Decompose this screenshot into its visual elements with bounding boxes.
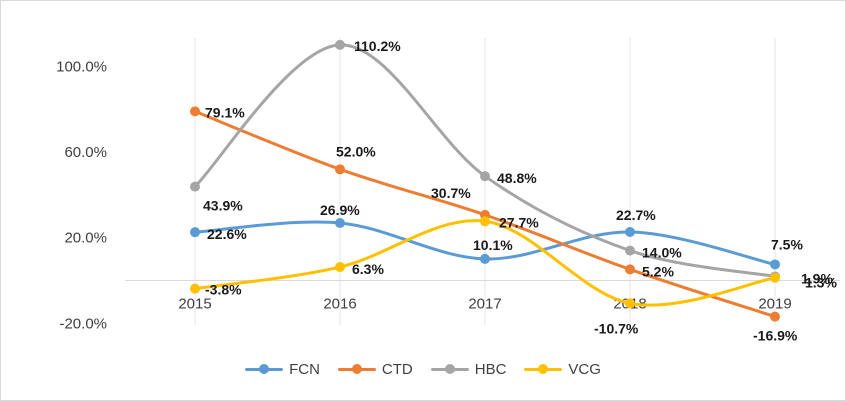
- data-point-vcg[interactable]: [335, 262, 345, 273]
- data-point-vcg[interactable]: [190, 283, 200, 294]
- y-tick-label: 100.0%: [56, 59, 107, 76]
- legend-label-fcn: FCN: [289, 360, 320, 378]
- data-point-hbc[interactable]: [335, 39, 345, 50]
- y-tick-label: 20.0%: [64, 230, 107, 247]
- data-label-vcg: -3.8%: [205, 282, 242, 298]
- data-label-vcg: 6.3%: [352, 261, 384, 277]
- data-label-ctd: 5.2%: [642, 263, 674, 279]
- x-tick-label: 2015: [178, 296, 211, 313]
- legend-label-vcg: VCG: [568, 360, 601, 378]
- data-label-ctd: -16.9%: [753, 328, 798, 344]
- data-label-ctd: 30.7%: [431, 185, 471, 201]
- data-point-hbc[interactable]: [480, 171, 490, 182]
- data-label-fcn: 22.7%: [616, 207, 656, 223]
- legend-swatch-fcn: [245, 362, 284, 376]
- legend-item-ctd[interactable]: CTD: [337, 360, 413, 378]
- legend: FCN CTD HBC VCG: [0, 358, 846, 380]
- legend-swatch-vcg: [524, 362, 563, 376]
- data-point-ctd[interactable]: [770, 311, 780, 322]
- data-point-fcn[interactable]: [190, 227, 200, 238]
- data-point-hbc[interactable]: [190, 181, 200, 192]
- data-point-vcg[interactable]: [770, 272, 780, 283]
- data-point-fcn[interactable]: [625, 226, 635, 237]
- legend-label-hbc: HBC: [474, 360, 507, 378]
- data-label-ctd: 79.1%: [205, 104, 245, 120]
- data-label-hbc: 48.8%: [497, 170, 537, 186]
- y-tick-label: 60.0%: [64, 144, 107, 161]
- data-point-hbc[interactable]: [625, 245, 635, 256]
- data-point-fcn[interactable]: [335, 217, 345, 228]
- data-label-vcg: -10.7%: [594, 320, 639, 336]
- data-point-ctd[interactable]: [190, 106, 200, 117]
- x-tick-label: 2016: [323, 296, 356, 313]
- data-label-hbc: 110.2%: [354, 38, 401, 54]
- data-point-vcg[interactable]: [625, 298, 635, 309]
- legend-item-fcn[interactable]: FCN: [245, 361, 320, 378]
- x-tick-label: 2019: [758, 296, 791, 313]
- data-label-ctd: 52.0%: [336, 143, 376, 159]
- data-label-vcg: 1.3%: [805, 275, 837, 291]
- data-label-vcg: 27.7%: [499, 214, 539, 230]
- data-label-fcn: 7.5%: [771, 236, 803, 252]
- y-tick-label: -20.0%: [59, 315, 107, 332]
- data-label-hbc: 14.0%: [642, 245, 682, 261]
- legend-item-vcg[interactable]: VCG: [524, 361, 601, 378]
- legend-label-ctd: CTD: [381, 360, 413, 378]
- data-label-hbc: 43.9%: [203, 198, 243, 214]
- data-point-fcn[interactable]: [770, 259, 780, 270]
- legend-item-hbc[interactable]: HBC: [430, 360, 507, 378]
- data-label-hbc: 1.9%: [801, 270, 833, 286]
- data-point-vcg[interactable]: [480, 216, 490, 227]
- data-point-ctd[interactable]: [335, 164, 345, 175]
- data-label-fcn: 26.9%: [320, 202, 360, 218]
- data-point-fcn[interactable]: [480, 253, 490, 264]
- data-point-ctd[interactable]: [625, 264, 635, 275]
- data-label-fcn: 10.1%: [473, 237, 513, 253]
- series-line-hbc: [193, 43, 777, 278]
- x-tick-label: 2017: [468, 296, 501, 313]
- legend-swatch-ctd: [337, 362, 376, 376]
- legend-swatch-hbc: [430, 362, 469, 376]
- data-label-fcn: 22.6%: [207, 226, 247, 242]
